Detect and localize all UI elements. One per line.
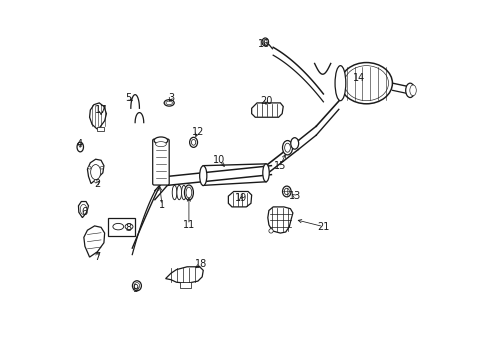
Ellipse shape bbox=[405, 83, 414, 98]
Text: 16: 16 bbox=[258, 39, 270, 49]
Text: 12: 12 bbox=[191, 127, 203, 136]
Text: 2: 2 bbox=[94, 179, 101, 189]
Polygon shape bbox=[228, 192, 251, 207]
Text: 7: 7 bbox=[94, 252, 101, 262]
Bar bbox=[180, 282, 190, 288]
Polygon shape bbox=[251, 103, 283, 117]
Ellipse shape bbox=[172, 185, 177, 200]
Text: 21: 21 bbox=[317, 222, 329, 231]
Text: 15: 15 bbox=[274, 161, 286, 171]
Ellipse shape bbox=[340, 63, 392, 104]
Ellipse shape bbox=[189, 137, 197, 147]
Polygon shape bbox=[83, 226, 104, 257]
Text: 20: 20 bbox=[259, 96, 272, 106]
Circle shape bbox=[88, 166, 91, 169]
Ellipse shape bbox=[409, 85, 415, 96]
Ellipse shape bbox=[165, 101, 172, 105]
Ellipse shape bbox=[185, 187, 191, 198]
Text: 11: 11 bbox=[183, 220, 195, 230]
Circle shape bbox=[268, 229, 273, 233]
Ellipse shape bbox=[177, 185, 181, 200]
Polygon shape bbox=[267, 207, 292, 233]
Ellipse shape bbox=[155, 141, 166, 147]
Ellipse shape bbox=[77, 142, 83, 152]
Circle shape bbox=[100, 166, 103, 169]
Text: 1: 1 bbox=[159, 200, 165, 210]
Ellipse shape bbox=[290, 138, 298, 149]
Text: 18: 18 bbox=[195, 259, 207, 269]
Ellipse shape bbox=[113, 224, 123, 230]
Polygon shape bbox=[89, 103, 106, 129]
Ellipse shape bbox=[262, 38, 268, 46]
Ellipse shape bbox=[90, 165, 101, 180]
Circle shape bbox=[94, 180, 97, 183]
FancyBboxPatch shape bbox=[152, 139, 169, 185]
Ellipse shape bbox=[181, 185, 186, 200]
Ellipse shape bbox=[282, 140, 292, 155]
Ellipse shape bbox=[282, 186, 290, 197]
Bar bbox=[97, 127, 104, 131]
Ellipse shape bbox=[284, 143, 290, 152]
Ellipse shape bbox=[154, 137, 167, 144]
Ellipse shape bbox=[262, 164, 269, 182]
Polygon shape bbox=[165, 267, 203, 283]
Ellipse shape bbox=[184, 185, 193, 200]
Text: 17: 17 bbox=[95, 105, 107, 115]
Polygon shape bbox=[78, 202, 88, 218]
Ellipse shape bbox=[80, 204, 86, 215]
Text: 13: 13 bbox=[288, 191, 300, 201]
Ellipse shape bbox=[344, 66, 388, 101]
Text: 8: 8 bbox=[124, 224, 131, 233]
Text: 3: 3 bbox=[167, 93, 174, 103]
Text: 14: 14 bbox=[352, 73, 365, 83]
Bar bbox=[108, 218, 135, 235]
Ellipse shape bbox=[334, 66, 345, 101]
Ellipse shape bbox=[164, 100, 174, 106]
Ellipse shape bbox=[191, 139, 195, 145]
Text: 6: 6 bbox=[81, 207, 88, 217]
Text: 5: 5 bbox=[124, 93, 131, 103]
Ellipse shape bbox=[132, 281, 141, 291]
Polygon shape bbox=[87, 159, 104, 184]
Ellipse shape bbox=[125, 224, 133, 229]
Ellipse shape bbox=[134, 283, 139, 289]
Text: 10: 10 bbox=[213, 155, 225, 165]
Ellipse shape bbox=[199, 166, 206, 185]
Ellipse shape bbox=[263, 40, 266, 44]
Text: 4: 4 bbox=[76, 139, 82, 149]
Text: 9: 9 bbox=[132, 284, 138, 294]
Text: 19: 19 bbox=[234, 193, 246, 203]
Ellipse shape bbox=[284, 188, 289, 195]
